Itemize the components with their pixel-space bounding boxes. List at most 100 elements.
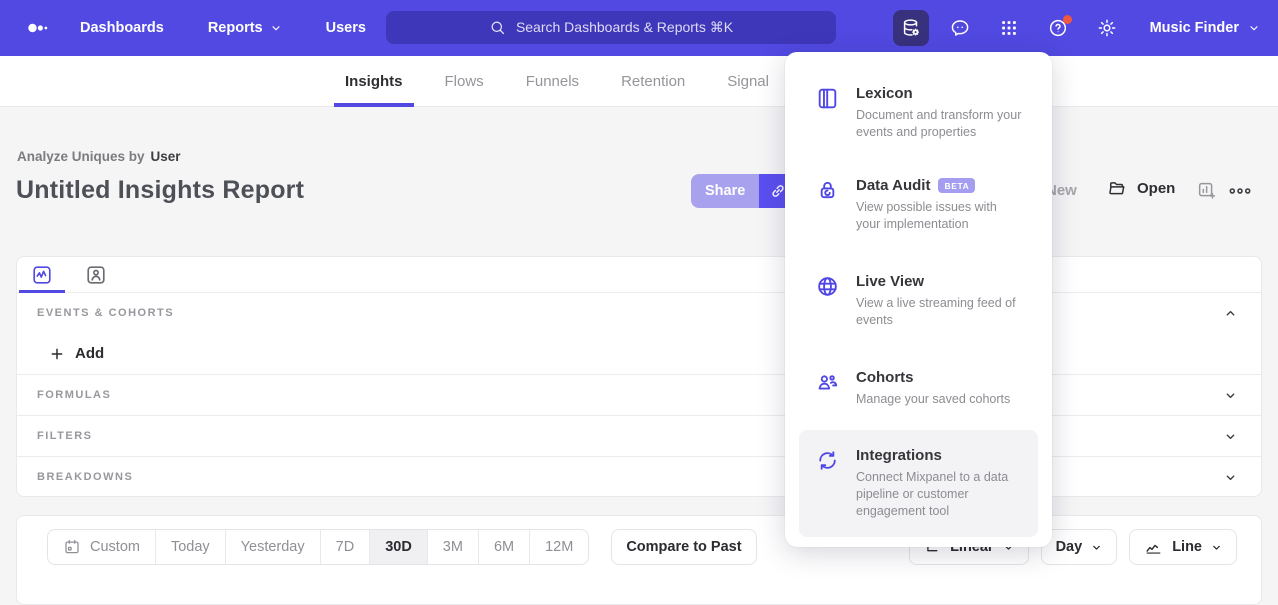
navbar-right: Music Finder — [892, 0, 1260, 56]
range-label: Yesterday — [240, 539, 305, 555]
range-today[interactable]: Today — [154, 530, 225, 564]
section-events-cohorts[interactable]: EVENTS & COHORTS — [17, 293, 1261, 333]
section-breakdowns[interactable]: BREAKDOWNS — [17, 456, 1261, 497]
interval-dropdown[interactable]: Day — [1040, 529, 1118, 565]
menu-item-text: Cohorts Manage your saved cohorts — [856, 369, 1010, 408]
chevron-down-icon — [1226, 474, 1235, 480]
tab-events-mode[interactable] — [19, 257, 65, 293]
menu-item-title: Lexicon — [856, 85, 913, 102]
link-icon — [772, 185, 784, 197]
search-icon — [491, 21, 505, 35]
pulse-chart-icon — [33, 265, 51, 284]
nav-item-users[interactable]: Users — [326, 20, 366, 36]
help-icon — [1049, 19, 1066, 37]
add-label: Add — [75, 345, 105, 362]
menu-item-desc: View a live streaming feed of events — [856, 296, 1016, 327]
chevron-down-icon — [1226, 433, 1235, 439]
menu-item-title: Live View — [856, 273, 925, 290]
grid-icon — [1001, 21, 1016, 35]
interval-label: Day — [1055, 539, 1083, 555]
menu-item-lexicon[interactable]: Lexicon Document and transform your even… — [799, 85, 1038, 141]
project-switcher[interactable]: Music Finder — [1150, 20, 1260, 36]
menu-item-desc: Document and transform your events and p… — [856, 108, 1022, 139]
mixpanel-logo-icon[interactable] — [18, 16, 62, 40]
data-management-button[interactable] — [892, 10, 929, 46]
page-title[interactable]: Untitled Insights Report — [16, 176, 305, 204]
section-label: FILTERS — [37, 430, 93, 442]
add-to-dashboard-button[interactable] — [1196, 180, 1218, 202]
compare-to-past-button[interactable]: Compare to Past — [611, 529, 757, 565]
range-label: 30D — [385, 539, 412, 555]
range-6m[interactable]: 6M — [477, 530, 529, 564]
menu-item-title: Cohorts — [856, 369, 914, 386]
cohorts-icon — [815, 370, 840, 408]
range-3m[interactable]: 3M — [426, 530, 478, 564]
report-tabs: Insights Flows Funnels Retention Signal … — [334, 56, 856, 107]
range-label: 3M — [442, 539, 463, 555]
add-event-button[interactable]: Add — [49, 345, 104, 362]
tab-signal[interactable]: Signal — [727, 73, 769, 90]
more-options-button[interactable] — [1228, 184, 1252, 198]
range-yesterday[interactable]: Yesterday — [224, 530, 320, 564]
tab-profiles-mode[interactable] — [73, 257, 119, 292]
date-range-segmented-control: Custom Today Yesterday 7D 30D 3M 6M 12M — [47, 529, 590, 565]
range-12m[interactable]: 12M — [529, 530, 588, 564]
menu-item-text: Lexicon Document and transform your even… — [856, 85, 1022, 141]
settings-button[interactable] — [1089, 10, 1125, 46]
search-input[interactable]: Search Dashboards & Reports ⌘K — [386, 11, 836, 44]
range-label: 6M — [493, 539, 515, 555]
search-placeholder: Search Dashboards & Reports ⌘K — [515, 19, 734, 35]
share-split-button: Share — [691, 174, 798, 208]
range-label: 7D — [335, 539, 355, 555]
range-custom[interactable]: Custom — [48, 530, 155, 564]
database-gear-icon — [903, 19, 919, 36]
menu-item-text: Integrations Connect Mixpanel to a data … — [856, 447, 1022, 520]
subtitle-prefix: Analyze Uniques by — [17, 149, 145, 164]
chart-add-icon — [1198, 182, 1216, 199]
nav-item-label: Users — [325, 20, 366, 36]
section-label: EVENTS & COHORTS — [37, 307, 175, 319]
gear-icon — [1098, 19, 1115, 37]
subtitle-entity[interactable]: User — [150, 149, 181, 164]
share-button[interactable]: Share — [691, 174, 760, 208]
section-formulas[interactable]: FORMULAS — [17, 374, 1261, 415]
open-report-button[interactable]: Open — [1107, 178, 1175, 199]
plus-icon — [51, 348, 63, 359]
new-report-button[interactable]: New — [1046, 182, 1077, 199]
data-audit-icon — [815, 178, 840, 233]
menu-item-cohorts[interactable]: Cohorts Manage your saved cohorts — [799, 369, 1038, 408]
tab-retention[interactable]: Retention — [621, 73, 686, 90]
menu-item-live-view[interactable]: Live View View a live streaming feed of … — [799, 273, 1038, 329]
report-subtitle: Analyze Uniques by User — [17, 149, 181, 164]
range-30d[interactable]: 30D — [369, 530, 427, 564]
data-management-menu: Lexicon Document and transform your even… — [785, 52, 1052, 547]
nav-item-reports[interactable]: Reports — [208, 20, 282, 36]
tab-funnels[interactable]: Funnels — [525, 73, 580, 90]
project-name: Music Finder — [1149, 20, 1239, 36]
section-label: BREAKDOWNS — [37, 471, 134, 483]
feedback-button[interactable] — [942, 10, 978, 46]
chart-type-label: Line — [1172, 539, 1202, 555]
menu-item-data-audit[interactable]: Data Audit BETA View possible issues wit… — [799, 177, 1038, 233]
chart-type-dropdown[interactable]: Line — [1129, 529, 1237, 565]
help-button[interactable] — [1040, 10, 1076, 46]
beta-badge: BETA — [938, 178, 976, 193]
chevron-down-icon — [1093, 545, 1101, 550]
menu-item-integrations[interactable]: Integrations Connect Mixpanel to a data … — [799, 430, 1038, 537]
open-label: Open — [1137, 180, 1176, 197]
nav-item-dashboards[interactable]: Dashboards — [80, 20, 164, 36]
chevron-down-icon — [1213, 545, 1220, 550]
tab-flows[interactable]: Flows — [444, 73, 484, 90]
date-range-controls: Custom Today Yesterday 7D 30D 3M 6M 12M … — [47, 529, 757, 565]
chevron-down-icon — [1250, 26, 1258, 31]
report-tabbar: Insights Flows Funnels Retention Signal … — [0, 56, 1278, 107]
tab-insights[interactable]: Insights — [334, 56, 413, 107]
range-7d[interactable]: 7D — [319, 530, 370, 564]
lexicon-icon — [815, 86, 840, 141]
menu-item-text: Live View View a live streaming feed of … — [856, 273, 1022, 329]
apps-grid-button[interactable] — [991, 10, 1027, 46]
nav-item-label: Dashboards — [80, 20, 164, 36]
user-profile-icon — [87, 265, 105, 284]
section-filters[interactable]: FILTERS — [17, 415, 1261, 456]
